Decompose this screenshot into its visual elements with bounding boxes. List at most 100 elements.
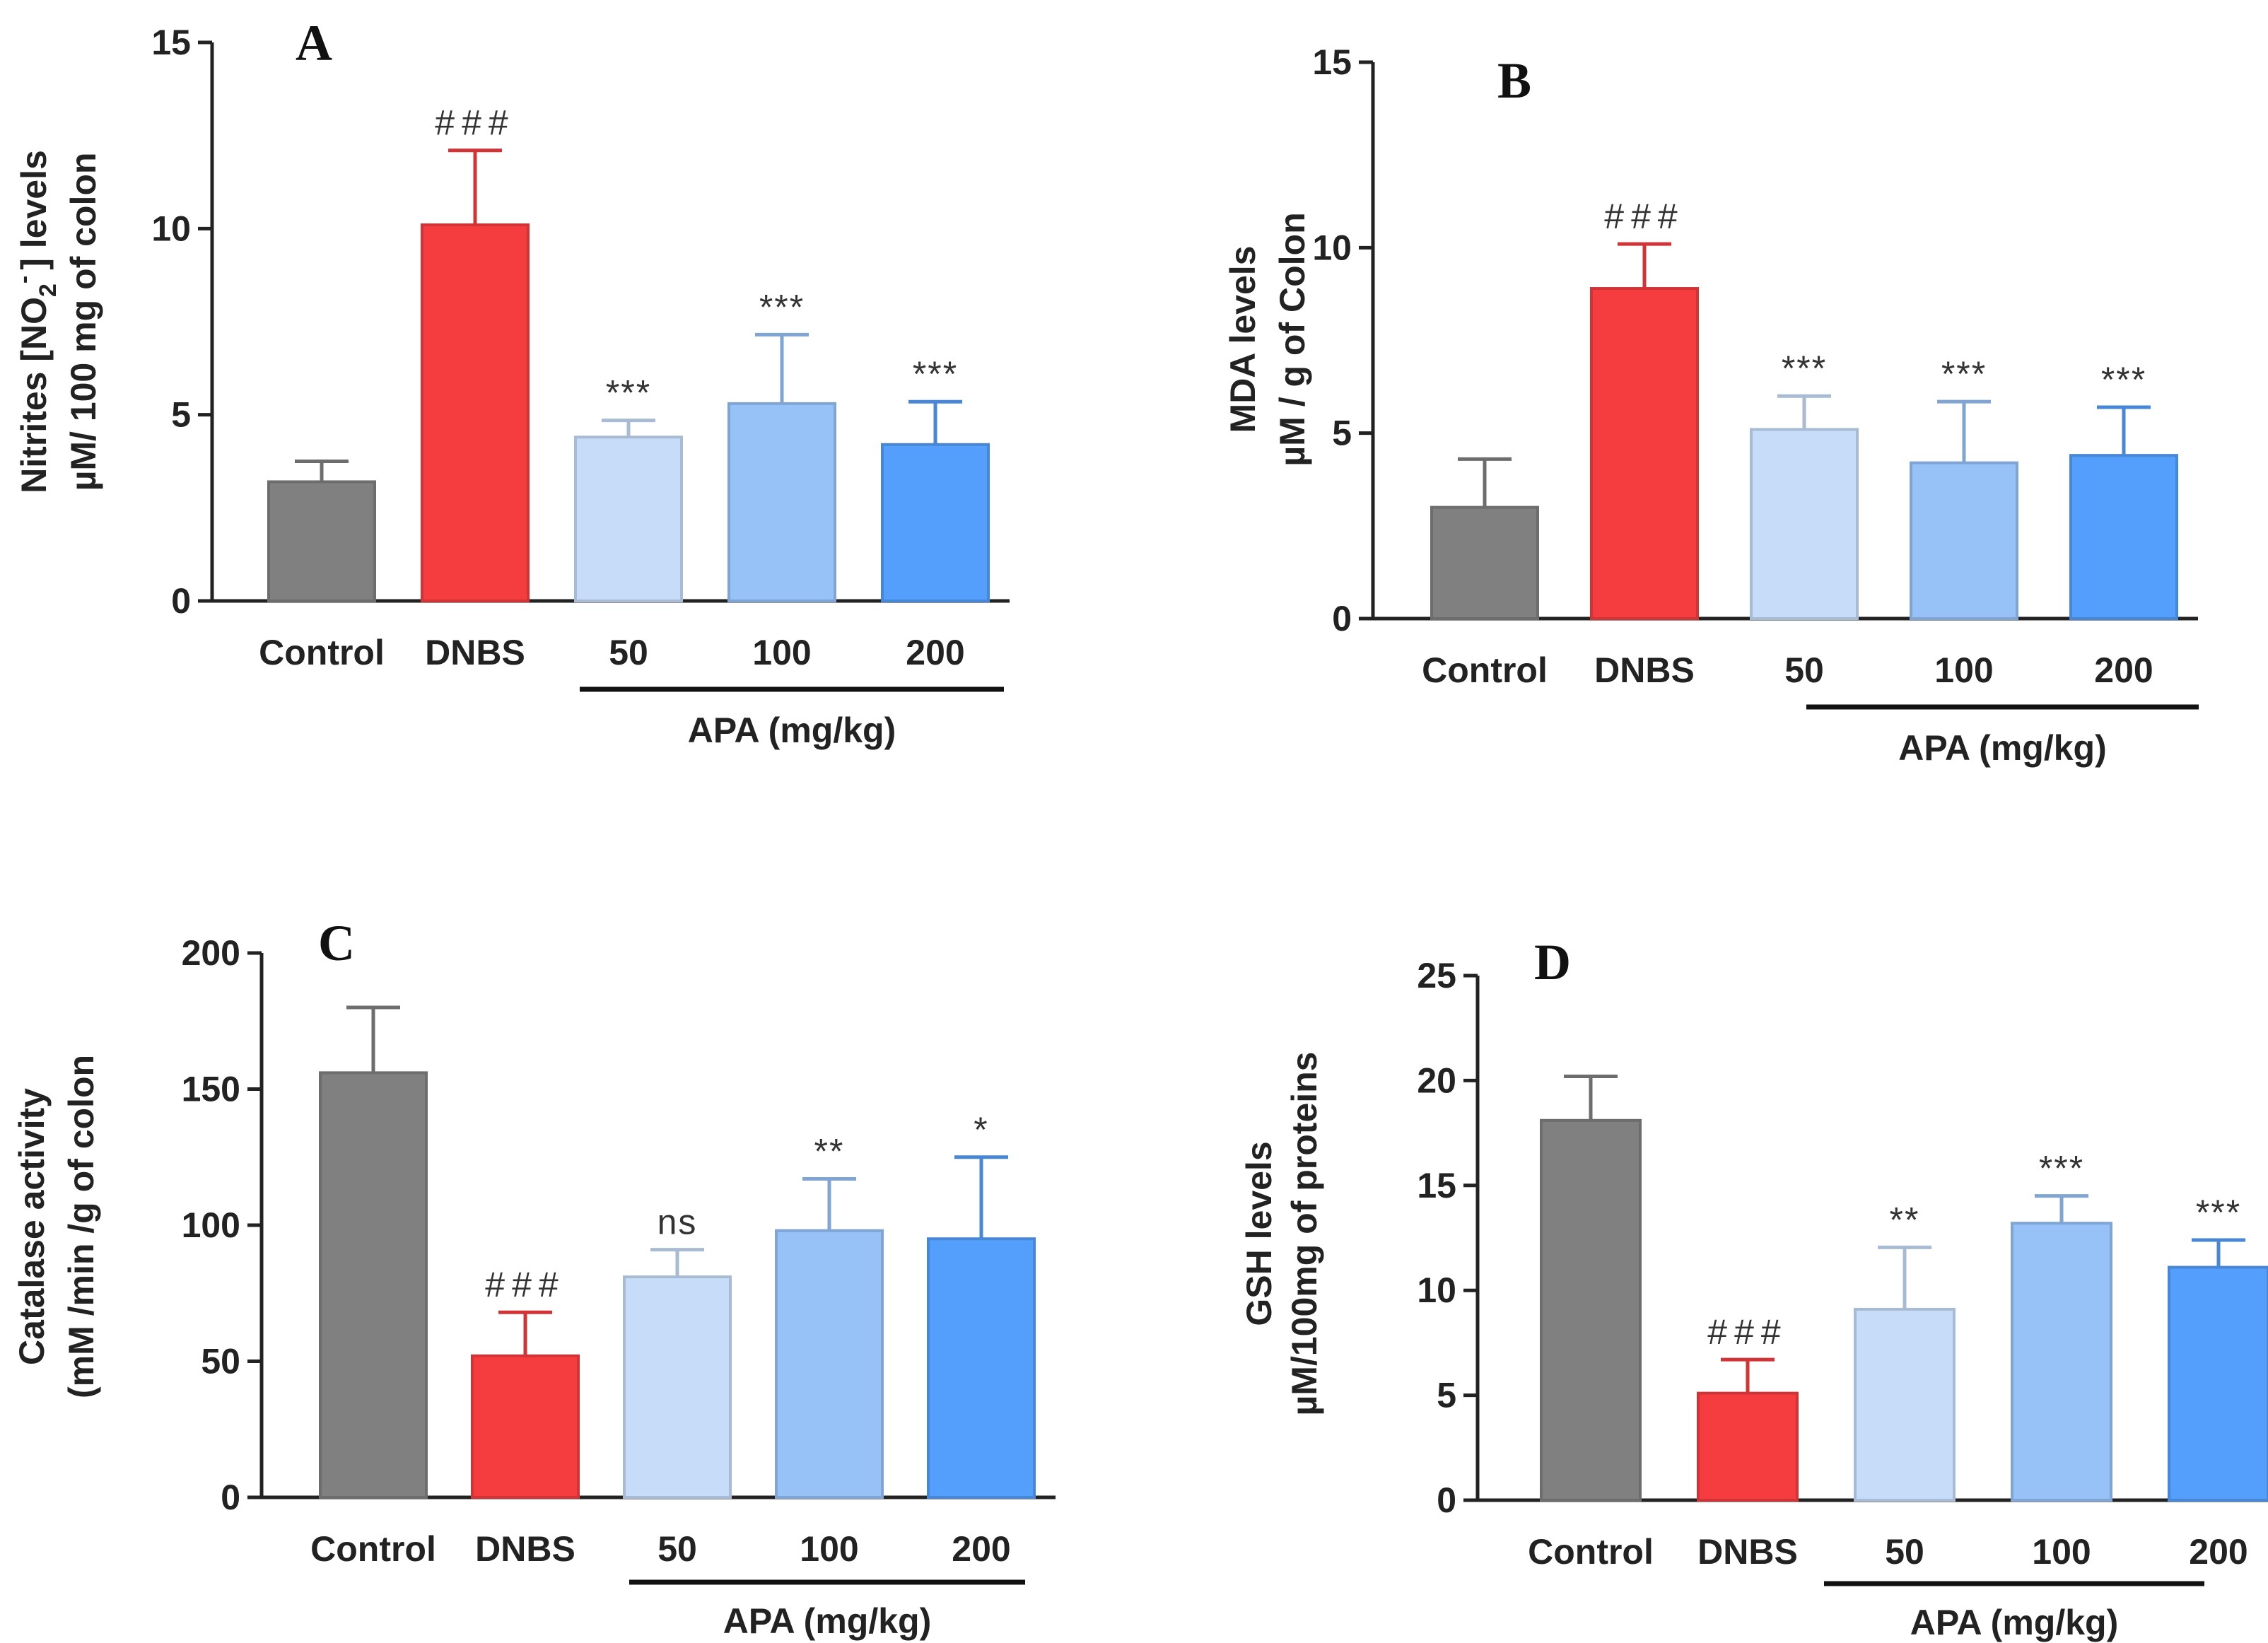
significance-label: *** [913, 354, 958, 394]
significance-label: *** [606, 373, 651, 413]
y-axis-label-line1: GSH levels [1239, 1141, 1279, 1326]
y-axis-label: Nitrites [NO2- ] levels µM/ 100 mg of colo… [11, 150, 103, 493]
significance-label: * [974, 1110, 988, 1150]
y-axis-label-line1: Catalase activity [12, 1088, 52, 1365]
panel-b: B 0 5 10 15 Control ### DNBS *** 50 *** 100 *** 200 AP… [1223, 42, 2199, 768]
significance-label: ns [657, 1203, 698, 1242]
y-tick-label: 0 [1437, 1480, 1456, 1520]
y-tick-label: 10 [1417, 1270, 1456, 1310]
y-tick-label: 15 [1417, 1166, 1456, 1205]
y-tick-label: 150 [182, 1070, 240, 1109]
significance-label: *** [1782, 349, 1827, 388]
category-label: 200 [2189, 1532, 2247, 1572]
bar-dnbs [421, 223, 530, 603]
category-label: 200 [2094, 650, 2153, 690]
ylabel-part: ] levels [14, 150, 54, 270]
significance-label: *** [2039, 1149, 2084, 1188]
panel-letter: B [1497, 52, 1531, 109]
y-axis-label: MDA levels µM / g of Colon [1223, 212, 1312, 466]
ylabel-part: Nitrites [NO [14, 297, 54, 493]
category-label: 100 [752, 633, 811, 672]
y-tick-label: 15 [1312, 42, 1352, 82]
significance-label: ### [1604, 197, 1684, 236]
category-label: DNBS [1697, 1532, 1798, 1572]
group-label: APA (mg/kg) [1910, 1603, 2118, 1642]
y-axis-label-line2: (mM /min /g of colon [62, 1055, 101, 1398]
significance-label: ### [1707, 1312, 1787, 1352]
y-axis-label-line2: µM/100mg of proteins [1285, 1052, 1324, 1416]
y-tick-label: 25 [1417, 956, 1456, 995]
y-axis-label: GSH levels µM/100mg of proteins [1239, 1052, 1324, 1416]
bar-control [1540, 1118, 1642, 1502]
category-label: Control [1422, 650, 1548, 690]
bar-100 [775, 1229, 884, 1499]
category-label: 50 [1784, 650, 1824, 690]
significance-label: ### [435, 103, 515, 143]
y-tick-label: 50 [201, 1342, 240, 1381]
category-label: 200 [952, 1529, 1010, 1569]
bar-dnbs [471, 1354, 580, 1499]
category-label: Control [310, 1529, 436, 1569]
bar-control [319, 1071, 428, 1499]
bar-control [1430, 505, 1539, 620]
panel-c: C 0 50 100 150 200 Control ### DNBS ns 50 ** 100 * 200… [12, 915, 1056, 1641]
y-tick-label: 5 [1437, 1376, 1456, 1415]
category-label: 200 [906, 633, 964, 672]
significance-label: *** [759, 287, 805, 327]
bar-control [267, 480, 376, 603]
y-axis-label-line1: Nitrites [NO2- ] levels [11, 150, 62, 493]
bar-50 [1854, 1307, 1956, 1502]
category-label: Control [259, 633, 385, 672]
y-tick-label: 10 [1312, 228, 1352, 267]
bar-200 [881, 443, 990, 602]
bar-dnbs [1590, 287, 1699, 620]
bar-100 [2011, 1222, 2112, 1502]
category-label: 100 [800, 1529, 858, 1569]
bar-200 [2168, 1265, 2268, 1502]
significance-label: ** [1890, 1200, 1920, 1239]
group-label: APA (mg/kg) [723, 1601, 931, 1641]
significance-label: *** [1941, 354, 1987, 394]
y-tick-label: 10 [151, 209, 191, 248]
ylabel-superscript: - [11, 276, 37, 283]
panel-d: D 0 5 10 15 20 25 Control ### DNBS ** 50 *** 100 *** 20… [1239, 934, 2268, 1642]
category-label: 50 [1885, 1532, 1924, 1572]
panel-letter: C [318, 915, 355, 971]
category-label: 100 [2032, 1532, 2091, 1572]
significance-label: *** [2196, 1193, 2241, 1232]
bar-dnbs [1697, 1391, 1799, 1502]
y-tick-label: 5 [1332, 414, 1352, 453]
y-tick-label: 0 [221, 1478, 240, 1517]
y-tick-label: 15 [151, 23, 191, 62]
bar-200 [927, 1237, 1036, 1499]
panel-a: A 0 5 10 15 Control ### DNBS *** 50 *** 100 *** 200 AP… [11, 15, 1010, 750]
bar-50 [1750, 428, 1859, 620]
bar-100 [727, 402, 836, 602]
y-axis-label-line2: µM / g of Colon [1273, 212, 1312, 466]
y-axis-label-line2: µM/ 100 mg of colon [64, 153, 103, 491]
group-label: APA (mg/kg) [1898, 728, 2106, 768]
bar-100 [1910, 461, 2018, 621]
category-label: DNBS [1594, 650, 1695, 690]
significance-label: ** [814, 1132, 845, 1171]
bar-50 [574, 435, 683, 602]
ylabel-subscript: 2 [35, 283, 62, 297]
y-tick-label: 200 [182, 933, 240, 973]
bar-50 [623, 1275, 732, 1499]
category-label: 50 [657, 1529, 697, 1569]
panel-letter: A [296, 15, 332, 71]
y-tick-label: 5 [171, 395, 191, 435]
category-label: Control [1528, 1532, 1654, 1572]
category-label: DNBS [475, 1529, 575, 1569]
group-label: APA (mg/kg) [688, 711, 896, 750]
y-tick-label: 100 [182, 1205, 240, 1245]
category-label: 50 [609, 633, 648, 672]
panel-letter: D [1534, 934, 1571, 990]
category-label: 100 [1934, 650, 1993, 690]
y-axis-label: Catalase activity (mM /min /g of colon [12, 1055, 101, 1398]
bar-200 [2069, 454, 2178, 620]
y-tick-label: 0 [1332, 599, 1352, 638]
y-tick-label: 0 [171, 581, 191, 621]
significance-label: ### [485, 1265, 565, 1304]
